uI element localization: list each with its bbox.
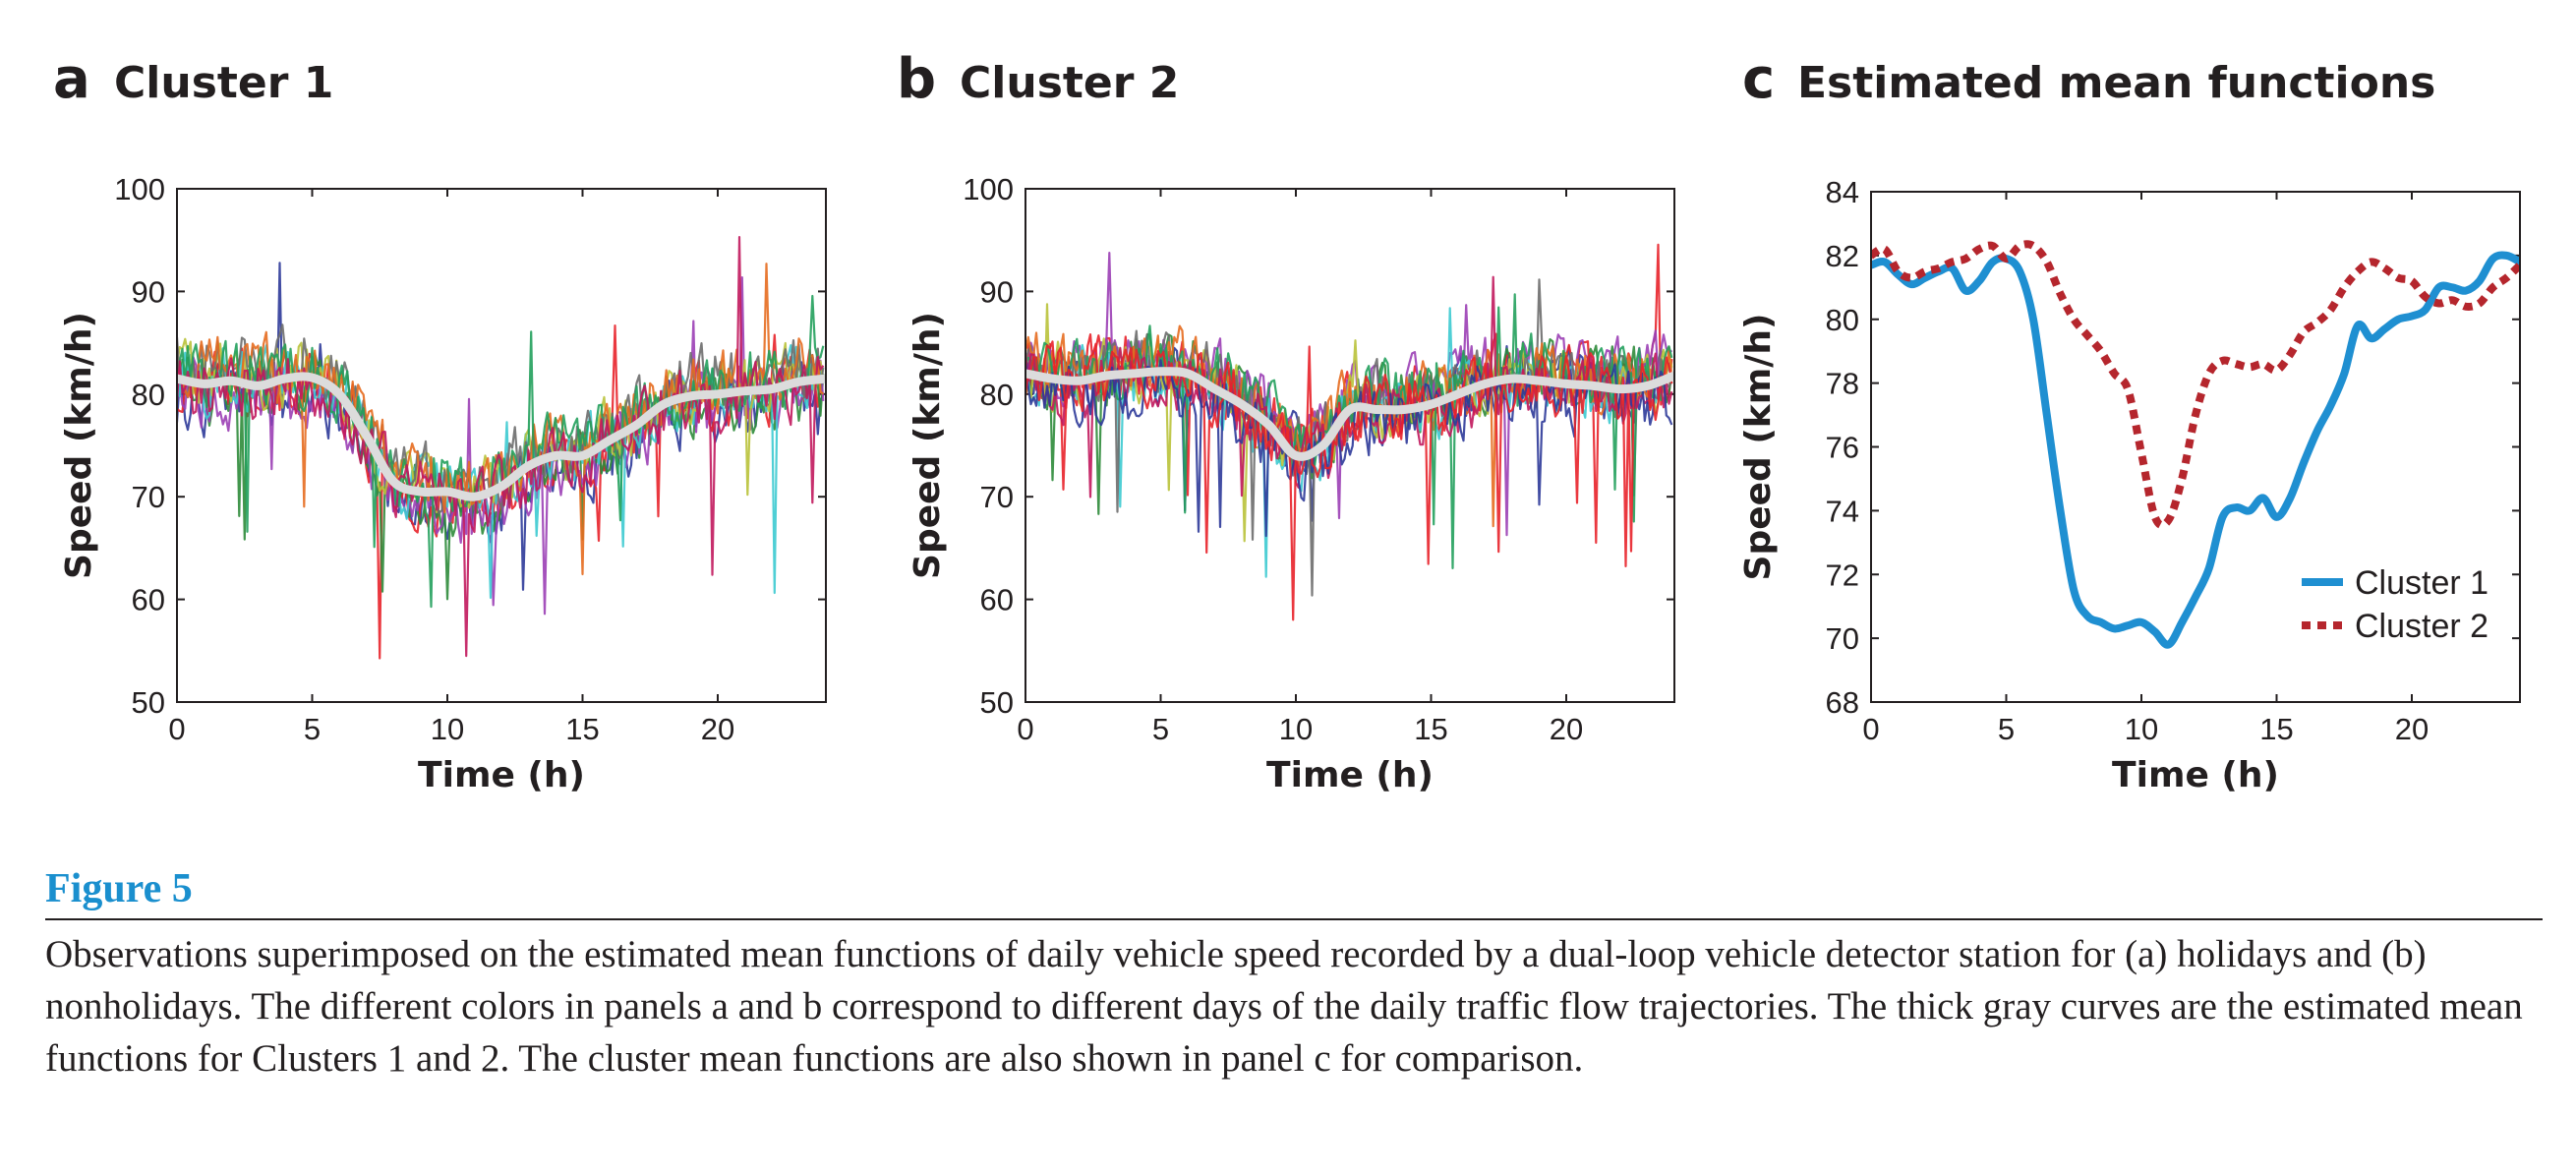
- chart-cluster-2: 0 5 10 15 20 50 60 70 80 90 100 Time (h) Speed (km/h…: [907, 172, 1675, 795]
- panel-b-ytick-label: 50: [980, 685, 1014, 720]
- panel-c-xlabel: Time (h): [2112, 755, 2279, 795]
- panel-b-ytick-label: 80: [980, 378, 1014, 412]
- panel-a-xlabel: Time (h): [418, 755, 585, 795]
- figure: a Cluster 1 b Cluster 2 c Estimated mean…: [53, 47, 2521, 795]
- panel-a-plot-area: [177, 236, 826, 660]
- panel-a-xtick-label: 10: [431, 712, 464, 746]
- panel-a-xtick-label: 20: [701, 712, 734, 746]
- panel-b-xtick-label: 0: [1017, 712, 1033, 746]
- panel-b-xtick-label: 5: [1152, 712, 1169, 746]
- panel-a-mean-curve: [177, 372, 826, 501]
- panel-c-frame: [1870, 191, 2521, 703]
- panel-b-mean-curve: [1025, 367, 1674, 461]
- panel-a-observation-day: [177, 236, 825, 658]
- panel-b-xlabel: Time (h): [1266, 755, 1434, 795]
- panel-c-plot-area: [1871, 240, 2520, 649]
- panel-a-ytick-label: 100: [114, 172, 165, 206]
- panel-c-ytick-label: 80: [1826, 303, 1859, 337]
- panel-b-plot-area: [1025, 243, 1674, 621]
- figure-caption: Figure 5 Observations superimposed on th…: [45, 865, 2543, 1085]
- panel-c-legend-label-2: Cluster 2: [2355, 608, 2488, 645]
- panel-a-xtick-label: 5: [304, 712, 321, 746]
- panel-a-ytick-label: 60: [132, 583, 165, 617]
- caption-title: Figure 5: [45, 865, 2543, 920]
- panel-a-title: Cluster 1: [114, 58, 333, 108]
- panel-b-frame: [1025, 188, 1675, 703]
- panel-a-observation-day: [177, 294, 825, 609]
- panel-c-xtick-label: 0: [1862, 712, 1879, 746]
- panel-b-xtick-label: 10: [1279, 712, 1313, 746]
- caption-text: Observations superimposed on the estimat…: [45, 933, 2523, 1080]
- panel-b-xtick-label: 20: [1550, 712, 1583, 746]
- panel-a-ytick-label: 50: [132, 685, 165, 720]
- panel-b-title: Cluster 2: [960, 58, 1179, 108]
- panel-c-ytick-label: 70: [1826, 621, 1859, 656]
- panel-a-frame: [176, 188, 827, 703]
- panel-a-ytick-label: 90: [132, 274, 165, 309]
- panel-c-xtick-label: 5: [1998, 712, 2015, 746]
- chart-mean-functions: 0 5 10 15 20 68 70 72 74 76 78 80 82 84 Time (h) Speed …: [1738, 175, 2521, 795]
- panel-b-ytick-label: 100: [963, 172, 1014, 206]
- panel-c-ytick-label: 72: [1826, 558, 1859, 592]
- panel-a-letter: a: [53, 47, 90, 111]
- chart-cluster-1: 0 5 10 15 20 50 60 70 80 90 100 Time (h) Speed (km/h…: [59, 172, 827, 795]
- panel-b-ytick-label: 60: [980, 583, 1014, 617]
- panel-c-legend-label-1: Cluster 1: [2355, 564, 2488, 602]
- panel-c-series-1-line: [1871, 251, 2520, 649]
- panel-c-ytick-label: 74: [1826, 494, 1859, 528]
- panel-c-ytick-label: 82: [1826, 239, 1859, 273]
- panel-c-ylabel: Speed (km/h): [1738, 314, 1779, 581]
- panel-c-xtick-label: 15: [2259, 712, 2293, 746]
- panel-c-series-2-line: [1871, 240, 2520, 530]
- panel-a-ytick-label: 70: [132, 480, 165, 514]
- panel-c-letter: c: [1742, 47, 1775, 111]
- panel-b-ytick-label: 70: [980, 480, 1014, 514]
- panel-b-xtick-label: 15: [1414, 712, 1447, 746]
- panel-c-ytick-label: 68: [1826, 685, 1859, 720]
- panel-c-xtick-label: 20: [2395, 712, 2429, 746]
- panel-c-ytick-label: 78: [1826, 367, 1859, 401]
- panel-a-observation-day: [177, 262, 825, 591]
- panel-a-ytick-label: 80: [132, 378, 165, 412]
- panel-c-ytick-label: 76: [1826, 431, 1859, 465]
- panel-c-ytick-label: 84: [1826, 175, 1859, 209]
- panel-c-xtick-label: 10: [2125, 712, 2158, 746]
- panel-a-xtick-label: 15: [565, 712, 599, 746]
- panel-b-ytick-label: 90: [980, 274, 1014, 309]
- panel-a-xtick-label: 0: [168, 712, 185, 746]
- panel-b-ylabel: Speed (km/h): [907, 312, 948, 579]
- panel-a-observation-day: [177, 276, 825, 616]
- panel-b-letter: b: [897, 47, 936, 111]
- panel-a-ylabel: Speed (km/h): [59, 312, 99, 579]
- panel-c-title: Estimated mean functions: [1797, 58, 2435, 108]
